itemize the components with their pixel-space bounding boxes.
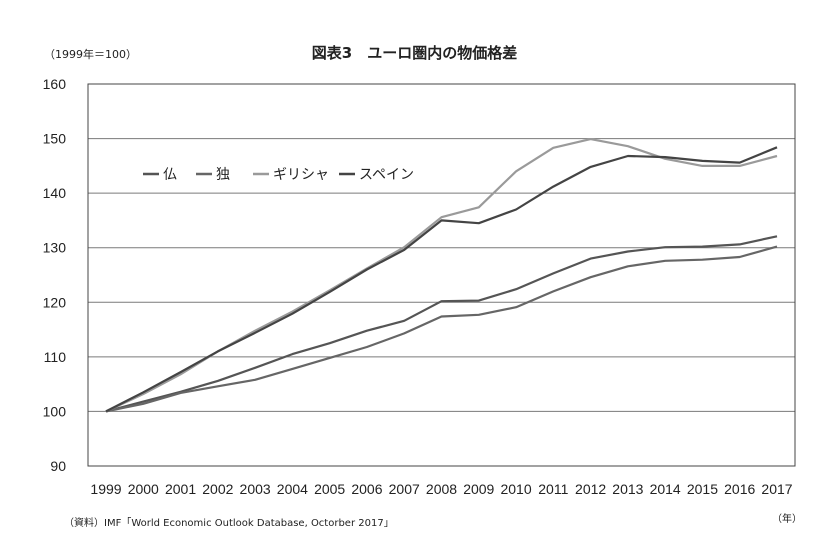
grid-lines [88,138,795,412]
plot-area-frame [87,83,796,467]
legend-label: スペイン [359,167,414,183]
x-tick-label: 2011 [538,481,568,497]
x-tick-label: 2003 [240,481,271,497]
x-tick-label: 2006 [351,481,382,497]
y-tick-label: 120 [43,294,67,310]
series-line [105,245,778,413]
y-tick-label: 130 [43,240,67,256]
series-lines [105,138,778,413]
x-tick-label: 2007 [389,481,420,497]
legend-label: 独 [216,167,230,183]
x-tick-label: 2010 [500,481,531,497]
x-tick-label: 2014 [650,481,681,497]
x-tick-label: 2013 [612,481,643,497]
series-line [105,146,778,413]
y-tick-label: 150 [43,131,67,147]
y-tick-label: 140 [43,185,67,201]
legend: 仏 独 ギリシャ スペイン [143,167,414,183]
x-axis-ticks: 1999 2000 2001 2002 2003 2004 2005 2006 2007 2008… [90,481,792,497]
y-unit-label: （1999年＝100） [44,48,137,61]
y-tick-label: 160 [43,76,67,92]
x-tick-label: 2004 [277,481,308,497]
x-tick-label: 2016 [724,481,755,497]
x-tick-label: 2008 [426,481,457,497]
series-line [105,138,778,413]
y-axis-ticks: 90 100 110 120 130 140 150 160 [43,76,67,474]
y-tick-label: 110 [44,349,67,365]
chart-title: 図表3 ユーロ圏内の物価格差 [311,44,518,62]
legend-label: ギリシャ [273,167,329,183]
x-tick-label: 2001 [165,481,196,497]
x-tick-label: 1999 [90,481,121,497]
x-unit-label: （年） [772,514,802,525]
line-chart: 90 100 110 120 130 140 150 160 1999 2000 2001 2002… [43,76,796,497]
x-tick-label: 2012 [575,481,606,497]
x-tick-label: 2015 [687,481,718,497]
x-tick-label: 2009 [463,481,494,497]
x-tick-label: 2000 [128,481,159,497]
series-line [105,235,778,413]
legend-label: 仏 [163,167,177,183]
x-tick-label: 2002 [202,481,233,497]
source-note: （資料）IMF「World Economic Outlook Database,… [64,518,394,529]
x-tick-label: 2017 [761,481,792,497]
x-tick-label: 2005 [314,481,345,497]
y-tick-label: 100 [43,403,67,419]
y-tick-label: 90 [50,458,66,474]
